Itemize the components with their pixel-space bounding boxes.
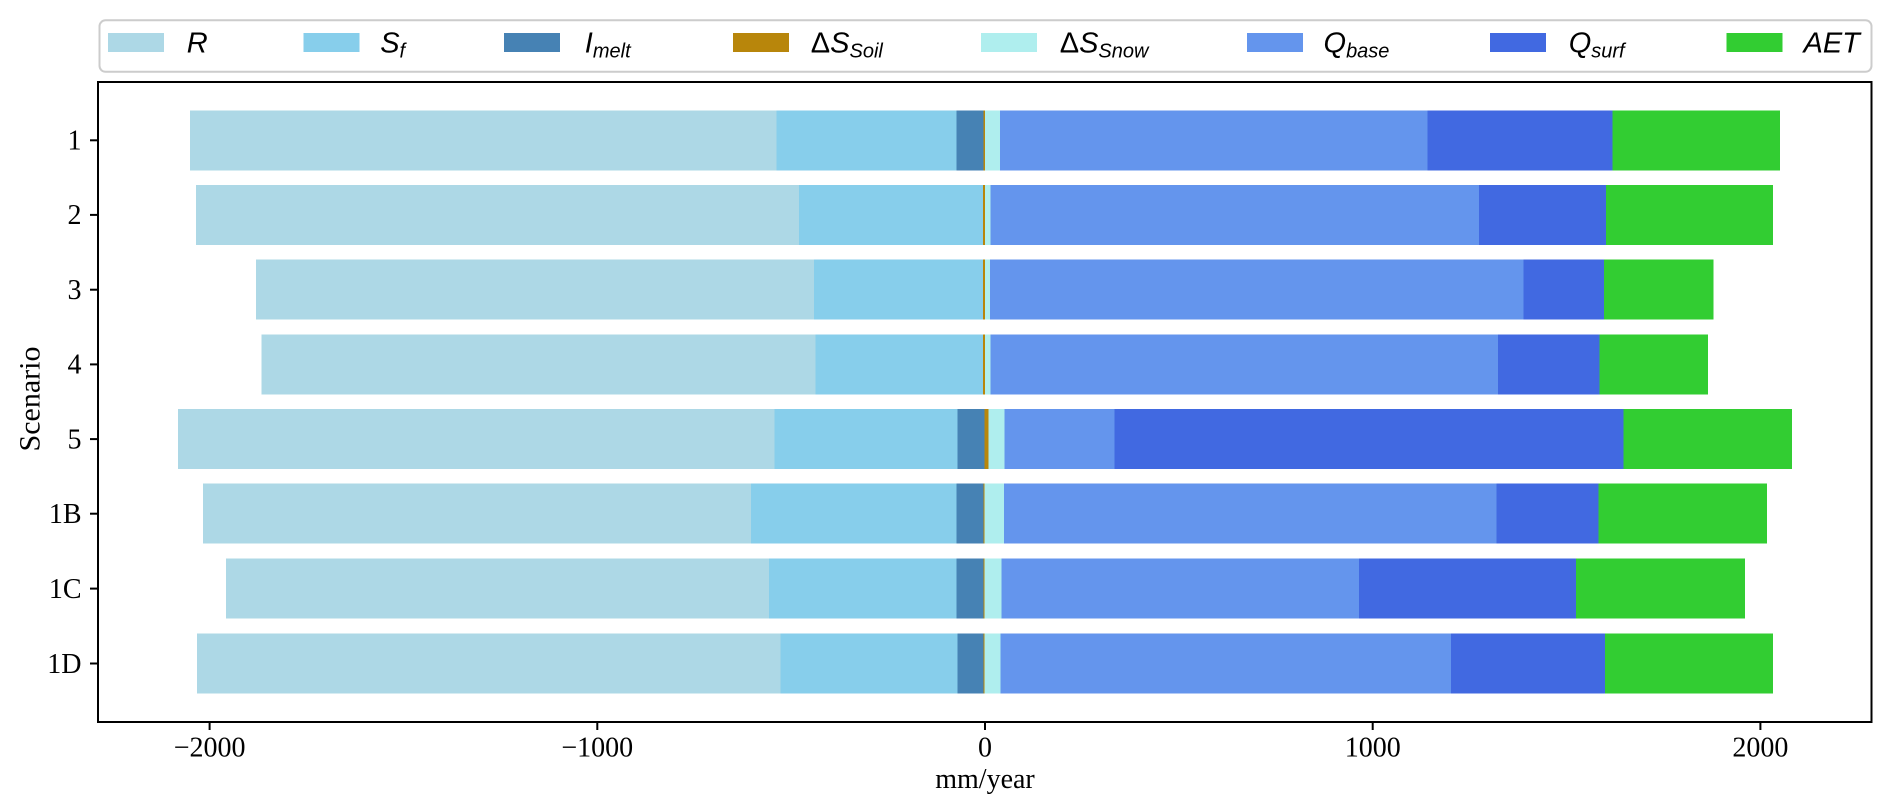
svg-text:2000: 2000 [1732, 733, 1788, 764]
svg-text:1: 1 [68, 126, 82, 157]
svg-text:−2000: −2000 [174, 733, 246, 764]
svg-text:mm/year: mm/year [935, 764, 1035, 795]
svg-text:1B: 1B [49, 499, 82, 530]
svg-text:0: 0 [978, 733, 992, 764]
svg-text:4: 4 [68, 350, 82, 381]
svg-text:AET: AET [1802, 28, 1863, 60]
svg-text:1D: 1D [47, 649, 81, 680]
svg-text:3: 3 [68, 275, 82, 306]
svg-text:5: 5 [68, 424, 82, 455]
svg-text:2: 2 [68, 200, 82, 231]
svg-text:1C: 1C [49, 574, 82, 605]
svg-text:R: R [187, 28, 208, 60]
svg-text:−1000: −1000 [561, 733, 633, 764]
svg-text:Scenario: Scenario [14, 347, 47, 452]
svg-text:1000: 1000 [1345, 733, 1401, 764]
